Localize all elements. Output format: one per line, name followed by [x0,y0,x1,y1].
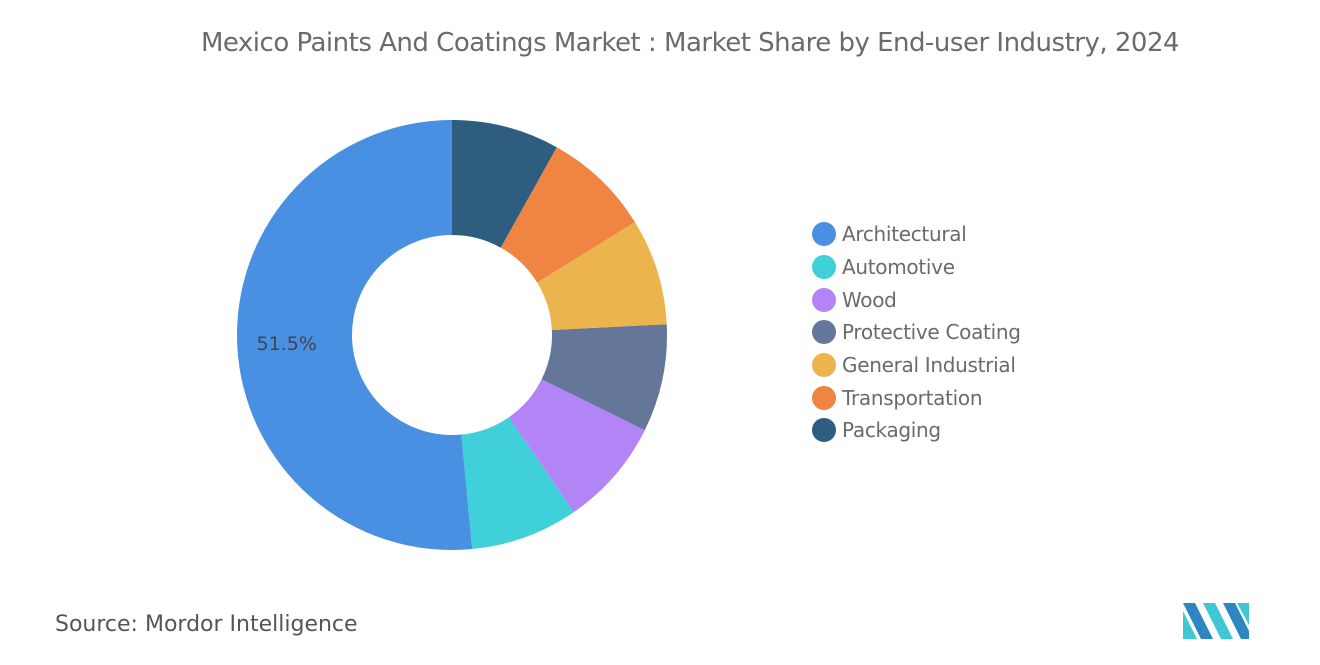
legend-swatch-icon [812,255,836,280]
slice-protective-coating [541,324,667,431]
source-label: Source: [55,612,138,637]
legend-swatch-icon [812,287,836,312]
legend-item: Protective Coating [812,316,1021,349]
legend-label: Architectural [842,222,967,247]
data-label-architectural: 51.5% [257,333,317,355]
legend-item: General Industrial [812,349,1021,382]
slice-packaging [452,120,557,248]
chart-title: Mexico Paints And Coatings Market : Mark… [200,28,1180,58]
legend-swatch-icon [812,418,836,443]
legend-label: Protective Coating [842,320,1021,345]
legend-item: Transportation [812,381,1021,414]
legend-label: Wood [842,287,897,312]
legend-swatch-icon [812,385,836,410]
legend-label: General Industrial [842,353,1016,378]
legend-swatch-icon [812,353,836,378]
legend-swatch-icon [812,320,836,345]
source-note: Source: Mordor Intelligence [55,612,358,637]
legend-item: Automotive [812,251,1021,284]
mordor-logo-icon [1183,603,1249,639]
slice-wood [508,379,645,513]
legend-swatch-icon [812,222,836,247]
slice-general-industrial [537,222,667,330]
slice-transportation [500,147,635,283]
slice-architectural [237,120,473,550]
legend-label: Transportation [842,385,983,410]
slice-automotive [461,417,574,550]
legend: Architectural Automotive Wood Protective Co… [812,218,1021,447]
legend-item: Wood [812,283,1021,316]
legend-item: Architectural [812,218,1021,251]
source-value: Mordor Intelligence [144,612,358,637]
legend-item: Packaging [812,414,1021,447]
legend-label: Packaging [842,418,941,443]
legend-label: Automotive [842,255,955,280]
